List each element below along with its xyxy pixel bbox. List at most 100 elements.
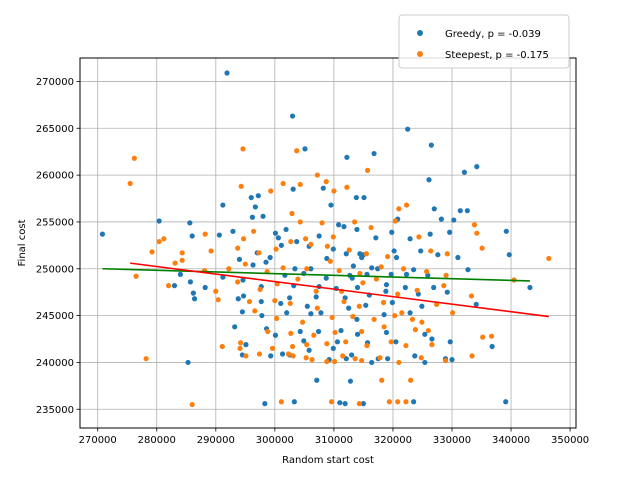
data-point <box>260 213 266 219</box>
data-point <box>280 265 286 271</box>
data-point <box>411 267 417 273</box>
data-point <box>256 351 263 357</box>
data-point <box>279 351 286 357</box>
data-point <box>313 288 319 294</box>
data-point <box>431 206 437 212</box>
data-point <box>403 202 410 208</box>
data-point <box>364 167 371 174</box>
data-point <box>324 255 330 262</box>
data-point <box>220 202 226 208</box>
data-point <box>235 245 241 251</box>
y-tick-label: 240000 <box>36 358 74 369</box>
data-point <box>389 299 395 306</box>
data-point <box>133 273 139 279</box>
data-point <box>291 399 297 405</box>
data-point <box>313 294 319 300</box>
data-point <box>235 296 241 302</box>
x-tick-label: 320000 <box>374 435 412 446</box>
x-tick-label: 280000 <box>138 435 176 446</box>
data-point <box>488 333 495 339</box>
data-point <box>327 258 333 264</box>
x-tick-label: 350000 <box>551 435 589 446</box>
data-point <box>202 284 208 291</box>
data-point <box>419 303 425 309</box>
data-point <box>381 324 387 330</box>
data-point <box>332 329 338 336</box>
y-axis-label: Final cost <box>17 219 28 266</box>
data-point <box>403 399 409 405</box>
data-point <box>278 399 284 405</box>
data-point <box>224 70 230 76</box>
data-point <box>357 270 363 277</box>
data-point <box>226 266 232 272</box>
data-point <box>346 247 352 253</box>
data-point <box>342 401 348 407</box>
data-point <box>431 284 437 291</box>
x-tick-label: 300000 <box>256 435 294 446</box>
data-point <box>399 310 405 316</box>
data-point <box>294 238 300 245</box>
data-point <box>385 253 391 260</box>
data-point <box>407 310 413 316</box>
data-point <box>426 177 432 183</box>
data-point <box>237 345 243 351</box>
data-point <box>249 214 256 220</box>
data-point <box>455 254 461 261</box>
data-point <box>471 222 478 228</box>
data-point <box>356 303 362 309</box>
data-point <box>422 359 428 366</box>
data-point <box>269 345 276 351</box>
data-point <box>295 276 301 282</box>
data-point <box>323 275 329 281</box>
data-point <box>473 301 479 307</box>
data-point <box>352 356 358 362</box>
data-point <box>381 312 387 318</box>
data-point <box>283 226 289 233</box>
x-axis-label: Random start cost <box>282 455 374 466</box>
data-point <box>383 282 390 288</box>
data-point <box>161 236 167 242</box>
data-point <box>246 298 253 305</box>
data-point <box>447 339 453 345</box>
data-point <box>308 311 314 317</box>
plot-background <box>80 58 576 428</box>
data-point <box>156 218 162 224</box>
data-point <box>424 268 430 275</box>
data-point <box>289 113 296 119</box>
data-point <box>527 284 533 291</box>
data-point <box>308 266 314 272</box>
data-point <box>435 252 441 258</box>
data-point <box>314 172 320 178</box>
data-point <box>297 181 303 188</box>
data-point <box>369 265 375 271</box>
data-point <box>403 342 409 349</box>
data-point <box>248 194 254 201</box>
data-point <box>265 328 271 335</box>
data-point <box>232 324 238 330</box>
data-point <box>323 179 329 185</box>
data-point <box>347 378 354 384</box>
trend-lines <box>102 262 549 318</box>
data-point <box>379 377 385 383</box>
data-point <box>389 229 395 235</box>
data-point <box>429 342 435 348</box>
y-tick-label: 250000 <box>36 264 74 275</box>
data-point <box>338 327 344 334</box>
data-point <box>546 255 552 262</box>
y-tick-label: 245000 <box>36 311 74 322</box>
data-point <box>238 183 244 189</box>
data-point <box>328 202 334 208</box>
data-point <box>371 150 377 157</box>
data-point <box>337 400 343 406</box>
data-point <box>411 399 417 405</box>
data-point <box>465 267 471 273</box>
data-point <box>443 272 449 278</box>
data-point <box>412 353 418 359</box>
data-point <box>373 276 380 282</box>
legend-marker-greedy <box>417 30 423 36</box>
data-point <box>242 261 248 267</box>
data-point <box>383 288 389 294</box>
data-point <box>393 254 400 261</box>
y-tick-label: 255000 <box>36 217 74 228</box>
